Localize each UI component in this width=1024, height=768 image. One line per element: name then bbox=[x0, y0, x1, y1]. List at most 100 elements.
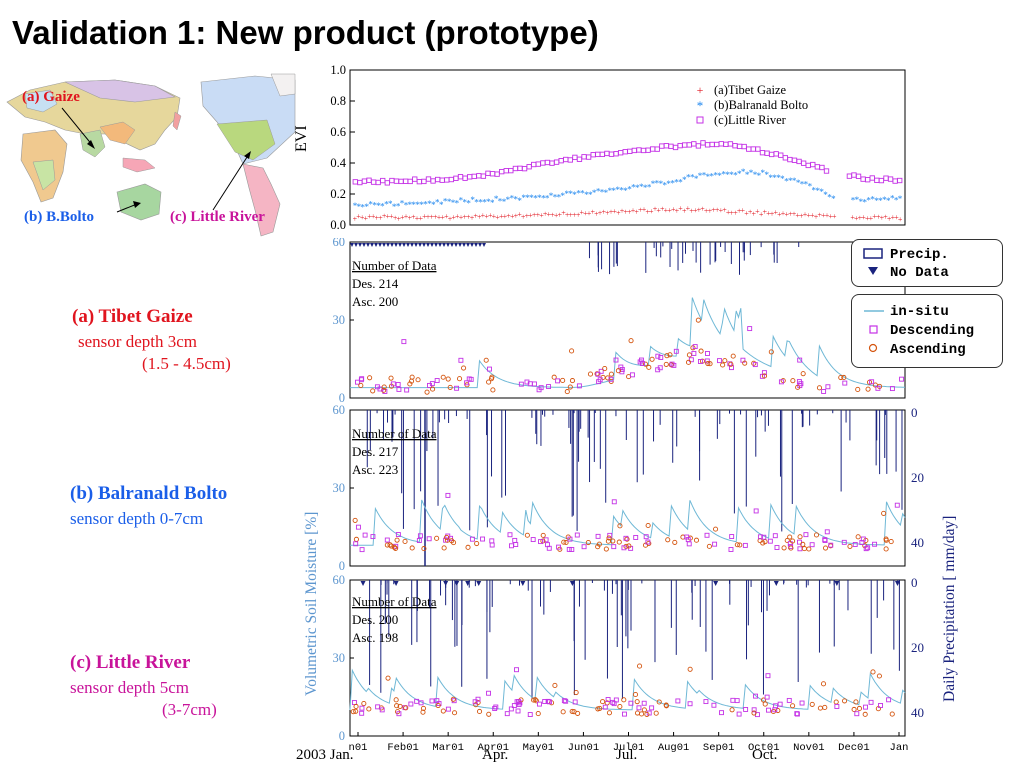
ascending-point bbox=[560, 377, 566, 383]
evi-point-little-river bbox=[810, 161, 816, 168]
evi-point-little-river bbox=[672, 144, 679, 151]
descending-point bbox=[567, 536, 573, 542]
evi-point-tibet: + bbox=[814, 212, 819, 221]
descending-point bbox=[355, 524, 361, 530]
no-data-marker bbox=[430, 243, 434, 247]
evi-point-balranald: * bbox=[572, 190, 577, 200]
evi-point-balranald: * bbox=[463, 197, 468, 207]
evi-point-balranald: * bbox=[506, 195, 511, 205]
panel-b: 60 30 0 0 20 40 Number of Data Des. 217 Asc. 223 bbox=[333, 403, 925, 573]
evi-point-little-river bbox=[800, 160, 807, 166]
site-c-description: (c) Little River sensor depth 5cm (3-7cm… bbox=[70, 652, 217, 720]
evi-plot-frame bbox=[349, 69, 906, 226]
evi-point-tibet: + bbox=[371, 212, 376, 221]
no-data-marker bbox=[406, 243, 410, 247]
descending-point bbox=[395, 532, 401, 537]
ascending-point bbox=[461, 365, 467, 371]
evi-point-little-river bbox=[590, 152, 596, 158]
ascending-point bbox=[597, 705, 603, 711]
evi-point-balranald: * bbox=[780, 174, 785, 184]
ascending-point bbox=[415, 377, 421, 383]
descending-point bbox=[370, 534, 376, 540]
ascending-point bbox=[483, 357, 489, 363]
evi-point-little-river bbox=[453, 175, 459, 181]
ascending-point bbox=[881, 510, 887, 516]
descending-point bbox=[859, 540, 865, 545]
bottom-label-jul: Jul. bbox=[616, 747, 638, 763]
evi-point-tibet: + bbox=[792, 210, 797, 219]
descending-point bbox=[757, 534, 763, 540]
evi-point-balranald: * bbox=[741, 167, 746, 177]
descending-point bbox=[797, 546, 803, 552]
descending-point bbox=[751, 707, 757, 713]
ascending-point bbox=[394, 703, 400, 709]
evi-point-balranald: * bbox=[427, 199, 432, 209]
descending-point bbox=[736, 711, 742, 717]
ascending-point bbox=[737, 542, 743, 548]
ascending-point bbox=[563, 539, 569, 546]
evi-point-tibet: + bbox=[642, 205, 647, 214]
descending-point bbox=[658, 355, 664, 360]
descending-point bbox=[894, 502, 900, 508]
descending-point bbox=[434, 698, 440, 704]
evi-point-tibet: + bbox=[719, 206, 724, 215]
descending-point bbox=[688, 357, 694, 363]
evi-point-tibet: + bbox=[620, 207, 625, 216]
descending-point bbox=[692, 344, 698, 350]
descending-point bbox=[824, 529, 830, 535]
insitu-line bbox=[350, 297, 905, 389]
right-ytick-label: 40 bbox=[911, 535, 924, 550]
ascending-point bbox=[624, 536, 630, 542]
ascending-point bbox=[817, 705, 823, 711]
evi-point-tibet: + bbox=[396, 215, 401, 224]
site-b-depth: sensor depth 0-7cm bbox=[70, 509, 204, 528]
evi-point-tibet: + bbox=[744, 209, 749, 218]
evi-point-little-river bbox=[489, 171, 496, 177]
evi-point-tibet: + bbox=[411, 212, 416, 221]
evi-point-balranald: * bbox=[764, 170, 769, 180]
evi-point-balranald: * bbox=[827, 192, 832, 202]
evi-point-tibet: + bbox=[389, 212, 394, 221]
descending-point bbox=[645, 539, 651, 545]
ascending-point bbox=[751, 710, 757, 716]
descending-point bbox=[396, 711, 402, 717]
ascending-point bbox=[567, 384, 573, 390]
no-data-marker bbox=[386, 243, 390, 247]
evi-point-little-river bbox=[421, 178, 427, 185]
evi-point-balranald: * bbox=[647, 183, 652, 193]
descending-point bbox=[875, 385, 881, 391]
evi-point-tibet: + bbox=[415, 214, 420, 223]
slide-title: Validation 1: New product (prototype) bbox=[12, 14, 599, 51]
ascending-point bbox=[569, 348, 575, 354]
map-label-a: (a) Gaize bbox=[22, 89, 80, 105]
evi-point-balranald: * bbox=[870, 195, 875, 205]
evi-point-balranald: * bbox=[733, 170, 738, 180]
ascending-point bbox=[876, 673, 882, 679]
descending-point bbox=[797, 357, 803, 363]
ascending-point bbox=[571, 709, 577, 715]
evi-point-balranald: * bbox=[517, 196, 522, 206]
descending-point bbox=[809, 542, 815, 548]
descending-point bbox=[643, 534, 649, 540]
ascending-point bbox=[862, 711, 868, 717]
evi-point-little-river bbox=[462, 175, 468, 181]
descending-point bbox=[899, 376, 905, 382]
evi-point-balranald: * bbox=[623, 186, 628, 196]
evi-point-little-river bbox=[663, 143, 670, 149]
ascending-point bbox=[564, 389, 570, 395]
evi-point-little-river bbox=[691, 141, 697, 147]
ascending-point bbox=[841, 698, 848, 704]
evi-point-tibet: + bbox=[645, 208, 650, 217]
descending-point bbox=[623, 535, 629, 541]
evi-point-little-river bbox=[846, 173, 853, 179]
ascending-point bbox=[474, 540, 480, 547]
no-data-marker bbox=[434, 243, 438, 247]
ascending-point bbox=[642, 361, 649, 367]
ascending-point bbox=[540, 532, 546, 538]
evi-point-little-river bbox=[878, 177, 885, 184]
evi-point-tibet: + bbox=[821, 211, 826, 220]
descending-point bbox=[563, 698, 569, 704]
evi-point-little-river bbox=[686, 142, 692, 148]
evi-point-tibet: + bbox=[689, 206, 694, 215]
evi-point-tibet: + bbox=[726, 208, 731, 217]
